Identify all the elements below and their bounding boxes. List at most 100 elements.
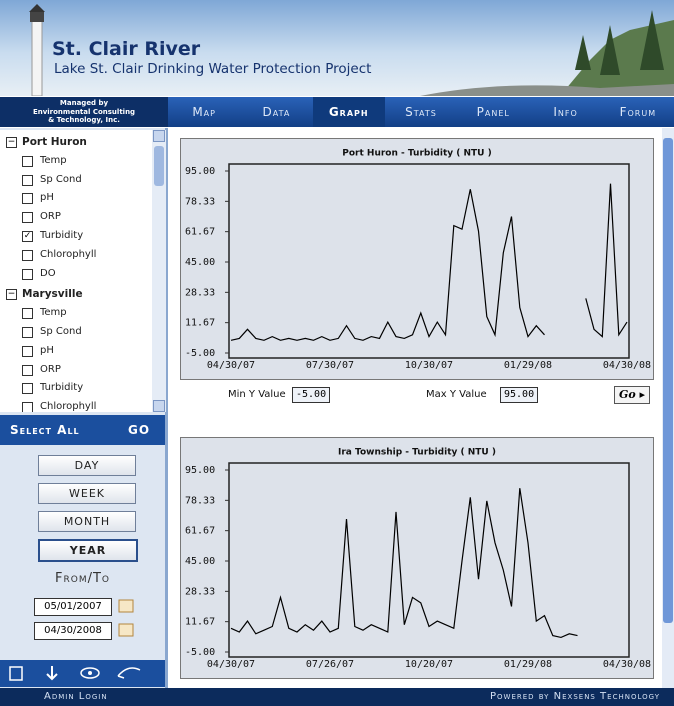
item-name: Temp	[40, 307, 67, 319]
y-tick-label: 78.33	[185, 196, 215, 207]
checkbox[interactable]	[22, 345, 33, 357]
chart: Port Huron - Turbidity ( NTU ) 95.00 78.33…	[185, 149, 651, 372]
min-label: Min Y Value	[228, 389, 286, 400]
calendar-icons[interactable]	[116, 596, 138, 642]
checkbox[interactable]	[22, 364, 33, 376]
checkbox[interactable]	[22, 383, 33, 395]
nav-tab[interactable]: Forum	[619, 105, 657, 119]
tool-icons[interactable]	[0, 660, 165, 687]
item-name: Temp	[40, 154, 67, 166]
checkbox[interactable]: ✓	[22, 231, 33, 242]
y-tick-label: 95.00	[185, 166, 215, 177]
checkbox[interactable]	[22, 212, 33, 224]
x-tick-label: 04/30/07	[207, 360, 255, 371]
icon-bar	[0, 660, 165, 687]
item-name: pH	[40, 344, 54, 356]
chart-panel: Port Huron - Turbidity ( NTU ) 95.00 78.33…	[180, 138, 654, 380]
managed-line: & Technology, Inc.	[48, 116, 120, 124]
period-button[interactable]: DAY	[38, 455, 136, 476]
site-title: St. Clair River	[52, 38, 201, 60]
period-button[interactable]: YEAR	[38, 539, 138, 562]
x-tick-label: 01/29/08	[504, 659, 552, 670]
powered-by: Powered by Nexsens Technology	[490, 691, 660, 702]
checkbox[interactable]	[22, 155, 33, 167]
x-tick-label: 01/29/08	[504, 360, 552, 371]
min-input[interactable]: -5.00	[292, 387, 331, 403]
checkbox[interactable]	[22, 327, 33, 338]
site-subtitle: Lake St. Clair Drinking Water Protection…	[54, 61, 372, 77]
plot-frame	[228, 462, 630, 658]
y-tick-label: 61.67	[185, 526, 215, 537]
x-tick-label: 10/20/07	[405, 659, 453, 670]
checkbox[interactable]	[22, 308, 33, 320]
banner-art	[29, 4, 674, 96]
go-y-label: Go	[618, 388, 636, 401]
item-name: ORP	[40, 363, 61, 375]
item-name: Sp Cond	[40, 173, 82, 185]
checkbox[interactable]	[22, 193, 33, 205]
item-name: Turbidity	[40, 382, 84, 394]
x-tick-label: 07/26/07	[306, 659, 354, 670]
group-name: Marysville	[22, 288, 83, 301]
x-tick-label: 04/30/08	[603, 659, 651, 670]
station-tree: − Port Huron Temp Sp Cond pH ORP ✓ Turbidity Chl…	[0, 130, 152, 412]
nav-tab[interactable]: Panel	[476, 105, 510, 119]
y-tick-label: 45.00	[185, 257, 215, 268]
max-input[interactable]: 95.00	[500, 387, 539, 403]
select-all-button[interactable]: Select All	[10, 423, 80, 437]
footer: Admin Login Powered by Nexsens Technolog…	[0, 688, 674, 706]
item-name: pH	[40, 192, 54, 204]
x-tick-label: 04/30/08	[603, 360, 651, 371]
go-button[interactable]: GO	[128, 423, 151, 437]
nav-tab[interactable]: Map	[192, 105, 216, 119]
checkbox[interactable]	[22, 249, 33, 261]
nav-tab[interactable]: Data	[262, 105, 291, 119]
select-bar: Select All GO	[0, 415, 165, 445]
item-name: Turbidity	[40, 230, 84, 241]
nav-tab[interactable]: Info	[553, 105, 578, 119]
y-tick-label: 28.33	[185, 287, 215, 298]
item-name: DO	[40, 267, 56, 279]
chart: Ira Township - Turbidity ( NTU ) 95.00 78.…	[185, 448, 651, 671]
y-tick-label: 28.33	[185, 586, 215, 597]
y-tick-label: 45.00	[185, 556, 215, 567]
checkbox[interactable]	[22, 174, 33, 186]
series-line	[230, 183, 628, 341]
banner: St. Clair River Lake St. Clair Drinking …	[0, 0, 674, 96]
x-tick-label: 10/30/07	[405, 360, 453, 371]
tree-expander: −	[6, 137, 17, 148]
y-tick-label: 61.67	[185, 227, 215, 238]
chart-title: Ira Township - Turbidity ( NTU )	[338, 448, 496, 458]
checkbox[interactable]	[22, 402, 33, 412]
tree-scrollbar[interactable]	[152, 130, 166, 412]
from-date[interactable]: 05/01/2007	[34, 598, 112, 616]
item-name: Chlorophyll	[40, 401, 97, 412]
go-y-button[interactable]: Go ▸	[614, 386, 650, 404]
period-button[interactable]: WEEK	[38, 483, 136, 504]
page-scrollbar[interactable]	[662, 128, 674, 688]
x-tick-label: 07/30/07	[306, 360, 354, 371]
y-tick-label: -5.00	[185, 647, 215, 658]
nav-tab[interactable]: Graph	[312, 97, 385, 127]
y-tick-label: 11.67	[185, 318, 215, 329]
chart-title: Port Huron - Turbidity ( NTU )	[342, 149, 491, 159]
from-to-label: From/To	[55, 571, 110, 586]
admin-login[interactable]: Admin Login	[44, 691, 108, 702]
x-tick-label: 04/30/07	[207, 659, 255, 670]
y-tick-label: 95.00	[185, 465, 215, 476]
y-tick-label: 11.67	[185, 617, 215, 628]
item-name: Sp Cond	[40, 326, 82, 337]
max-label: Max Y Value	[426, 389, 487, 400]
managed-by: Managed by Environmental Consulting & Tech…	[0, 97, 168, 127]
item-name: Chlorophyll	[40, 248, 97, 260]
nav-tab[interactable]: Stats	[405, 105, 437, 119]
y-tick-label: -5.00	[185, 348, 215, 359]
item-name: ORP	[40, 211, 61, 223]
managed-line: Managed by	[59, 99, 109, 107]
period-button[interactable]: MONTH	[38, 511, 136, 532]
tree-expander: −	[6, 289, 17, 301]
checkbox[interactable]	[22, 268, 33, 280]
to-date[interactable]: 04/30/2008	[34, 622, 112, 640]
y-tick-label: 78.33	[185, 495, 215, 506]
